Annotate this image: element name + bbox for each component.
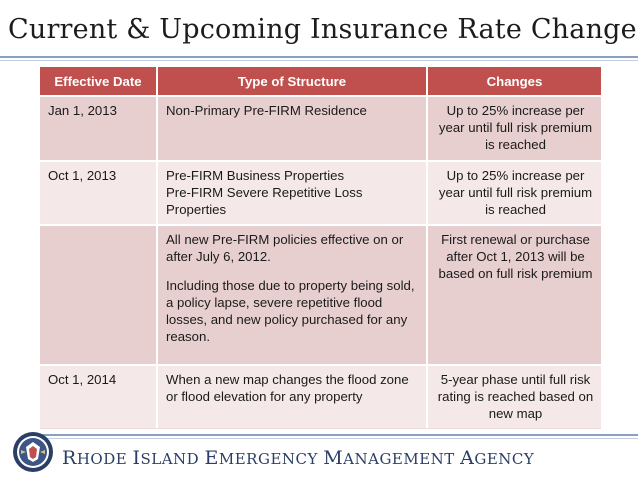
structure-line: All new Pre-FIRM policies effective on o…: [166, 232, 404, 264]
cell-date: Jan 1, 2013: [40, 95, 158, 161]
cell-changes: Up to 25% increase per year until full r…: [427, 160, 601, 225]
header-type-of-structure: Type of Structure: [157, 67, 428, 96]
structure-line: Including those due to property being so…: [166, 278, 415, 344]
header-effective-date: Effective Date: [40, 67, 158, 96]
table-row: Jan 1, 2013 Non-Primary Pre-FIRM Residen…: [40, 95, 601, 161]
title-divider: [0, 56, 638, 58]
cell-structure: All new Pre-FIRM policies effective on o…: [157, 224, 428, 365]
cell-changes: Up to 25% increase per year until full r…: [427, 95, 601, 161]
table-header-row: Effective Date Type of Structure Changes: [40, 67, 601, 96]
cell-changes: First renewal or purchase after Oct 1, 2…: [427, 224, 601, 365]
footer-divider: [40, 434, 638, 436]
cell-changes: 5-year phase until full risk rating is r…: [427, 364, 601, 428]
structure-line: When a new map changes the flood zone or…: [166, 372, 409, 404]
agency-word: MANAGEMENT: [323, 447, 455, 469]
paragraph-gap: [166, 265, 420, 277]
title-divider-thin: [0, 60, 638, 61]
table-row: Oct 1, 2013 Pre-FIRM Business Properties…: [40, 160, 601, 225]
table-row: All new Pre-FIRM policies effective on o…: [40, 224, 601, 365]
table-row: Oct 1, 2014 When a new map changes the f…: [40, 364, 601, 428]
cell-date: [40, 224, 158, 365]
structure-line: Non-Primary Pre-FIRM Residence: [166, 103, 367, 118]
header-changes: Changes: [427, 67, 601, 96]
rate-changes-table: Effective Date Type of Structure Changes…: [40, 67, 601, 428]
agency-word: AGENCY: [460, 447, 535, 469]
state-seal-icon: [12, 430, 54, 479]
cell-date: Oct 1, 2013: [40, 160, 158, 225]
footer-divider-thin: [40, 438, 638, 439]
agency-name: RHODE ISLAND EMERGENCY MANAGEMENT AGENCY: [62, 447, 534, 469]
slide-title: Current & Upcoming Insurance Rate Change…: [8, 14, 638, 45]
agency-word: EMERGENCY: [204, 447, 318, 469]
agency-word: ISLAND: [132, 447, 200, 469]
cell-structure: Pre-FIRM Business Properties Pre-FIRM Se…: [157, 160, 428, 225]
agency-word: RHODE: [62, 447, 128, 469]
cell-structure: When a new map changes the flood zone or…: [157, 364, 428, 428]
rate-changes-table-container: Effective Date Type of Structure Changes…: [40, 67, 601, 429]
cell-date: Oct 1, 2014: [40, 364, 158, 428]
structure-line: Pre-FIRM Business Properties: [166, 168, 345, 183]
cell-structure: Non-Primary Pre-FIRM Residence: [157, 95, 428, 161]
structure-line: Pre-FIRM Severe Repetitive Loss Properti…: [166, 185, 363, 217]
